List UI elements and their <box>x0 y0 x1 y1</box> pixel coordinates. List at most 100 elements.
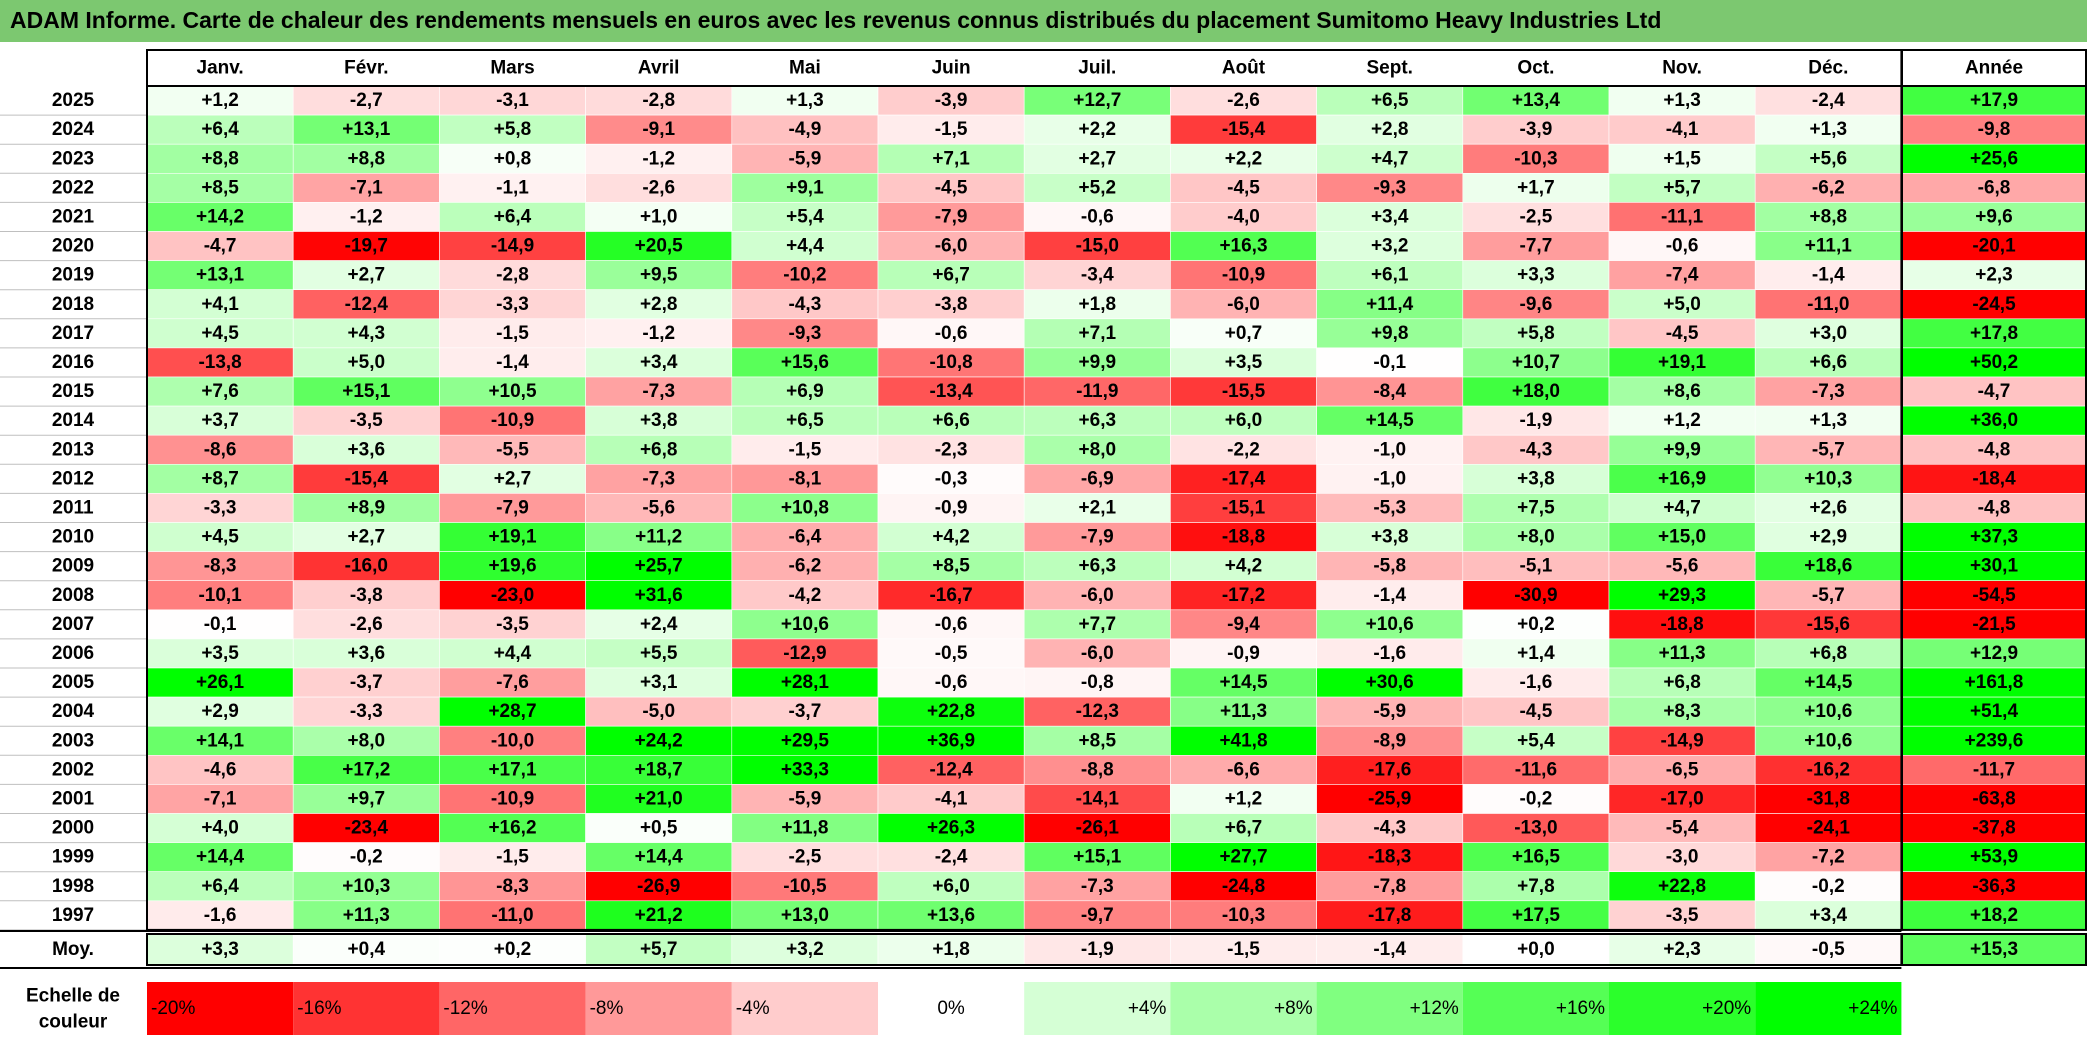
heatmap-cell <box>877 784 1025 814</box>
cell-value: -0,6 <box>935 323 968 344</box>
annual-cell <box>1901 434 2087 465</box>
year-label: 2000 <box>52 818 94 839</box>
heatmap-cell <box>292 696 440 727</box>
cell-value: +3,4 <box>1371 206 1409 227</box>
cell-value: -3,4 <box>1081 265 1114 286</box>
heatmap-cell <box>1170 434 1317 465</box>
cell-value: -5,8 <box>1373 556 1406 577</box>
cell-value: +2,7 <box>348 265 386 286</box>
cell-value: +16,3 <box>1219 236 1267 257</box>
cell-value: -14,1 <box>1076 788 1120 809</box>
cell-value: +2,7 <box>494 468 532 489</box>
cell-value: -24,8 <box>1222 876 1265 897</box>
cell-value: +1,2 <box>1225 788 1263 809</box>
month-header-5: Mai <box>789 58 821 79</box>
heatmap-cell <box>439 842 586 872</box>
cell-value: -1,2 <box>642 148 675 169</box>
cell-value: +3,8 <box>1371 527 1409 548</box>
cell-value: +18,0 <box>1512 381 1560 402</box>
heatmap-cell <box>877 900 1025 931</box>
heatmap-cell <box>1316 231 1464 261</box>
annual-value: -20,1 <box>1972 236 2016 257</box>
cell-value: +2,1 <box>1079 497 1117 518</box>
cell-value: +6,4 <box>201 876 239 897</box>
heatmap-cell <box>292 842 440 872</box>
scale-swatch <box>1316 982 1463 1035</box>
heatmap-cell <box>1608 85 1756 116</box>
heatmap-cell <box>1316 551 1464 581</box>
heatmap-cell <box>877 318 1025 349</box>
heatmap-cell <box>731 784 879 814</box>
heatmap-cell <box>1608 173 1756 203</box>
cell-value: -25,9 <box>1368 788 1411 809</box>
cell-value: +21,0 <box>635 788 683 809</box>
heatmap-cell <box>1170 405 1317 436</box>
cell-value: +8,8 <box>348 148 386 169</box>
cell-value: +4,0 <box>201 818 239 839</box>
cell-value: +24,2 <box>635 730 683 751</box>
heatmap-cell <box>439 347 586 378</box>
annual-value: -4,8 <box>1978 439 2011 460</box>
cell-value: -17,0 <box>1660 788 1703 809</box>
cell-value: -2,5 <box>789 847 822 868</box>
cell-value: -3,7 <box>789 701 822 722</box>
heatmap-cell <box>877 696 1025 727</box>
avg-cell <box>439 933 586 966</box>
year-label: 2008 <box>52 585 94 606</box>
cell-value: +19,6 <box>488 556 536 577</box>
cell-value: -3,0 <box>1666 847 1699 868</box>
cell-value: -1,6 <box>1373 643 1406 664</box>
heatmap-cell <box>1170 900 1317 931</box>
heatmap-cell <box>1608 638 1756 669</box>
heatmap-cell <box>1754 143 1902 174</box>
heatmap-cell <box>1462 376 1610 407</box>
annual-cell <box>1901 376 2087 407</box>
year-label: 2002 <box>52 759 94 780</box>
cell-value: +6,5 <box>786 410 824 431</box>
cell-value: -10,0 <box>491 730 534 751</box>
cell-value: +5,0 <box>348 352 386 373</box>
cell-value: +5,5 <box>640 643 678 664</box>
heatmap-cell <box>1316 842 1464 872</box>
cell-value: -3,9 <box>935 90 968 111</box>
heatmap-cell <box>292 114 440 145</box>
cell-value: -15,4 <box>1222 119 1266 140</box>
cell-value: +3,4 <box>1810 905 1848 926</box>
cell-value: -10,3 <box>1514 148 1557 169</box>
heatmap-cell <box>585 522 733 552</box>
heatmap-cell <box>1170 114 1317 145</box>
cell-value: -15,6 <box>1807 614 1850 635</box>
annual-value: +18,2 <box>1970 905 2018 926</box>
cell-value: +6,8 <box>1810 643 1848 664</box>
heatmap-cell <box>439 318 586 349</box>
year-label: 2021 <box>52 206 95 227</box>
title-bar: ADAM Informe. Carte de chaleur des rende… <box>0 0 2087 42</box>
year-label: 2011 <box>52 497 94 518</box>
cell-value: +28,1 <box>781 672 830 693</box>
heatmap-cell <box>731 871 879 902</box>
cell-value: +19,1 <box>488 527 537 548</box>
month-header-3: Mars <box>490 58 534 79</box>
cell-value: -3,1 <box>496 90 529 111</box>
cell-value: +10,6 <box>1366 614 1414 635</box>
heatmap-cell <box>292 725 440 756</box>
heatmap-cell <box>1023 580 1171 611</box>
heatmap-cell <box>1170 609 1317 640</box>
annual-value: +12,9 <box>1970 643 2018 664</box>
heatmap-cell <box>1462 754 1610 785</box>
heatmap-cell <box>146 900 294 931</box>
heatmap-cell <box>585 813 733 843</box>
heatmap-cell <box>877 580 1025 611</box>
month-header-11: Nov. <box>1662 58 1702 79</box>
cell-value: -3,3 <box>204 497 237 518</box>
cell-value: +9,9 <box>1663 439 1701 460</box>
heatmap-cell <box>1170 580 1317 611</box>
cell-value: -4,1 <box>1666 119 1699 140</box>
cell-value: +6,5 <box>1371 90 1409 111</box>
cell-value: +4,4 <box>494 643 532 664</box>
heatmap-cell <box>1316 289 1464 320</box>
annual-cell <box>1901 551 2087 581</box>
cell-value: -3,8 <box>350 585 383 606</box>
cell-value: +10,6 <box>1804 701 1852 722</box>
cell-value: +7,8 <box>1517 876 1555 897</box>
